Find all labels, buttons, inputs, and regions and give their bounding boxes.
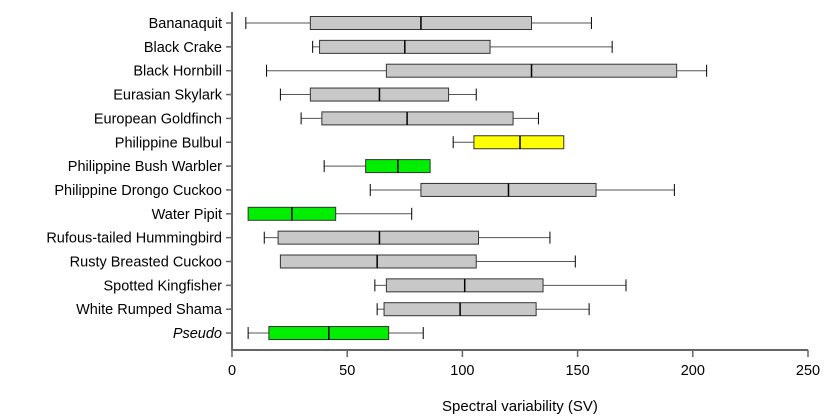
box-pseudo: [247, 326, 424, 341]
box-eurasian-skylark: [279, 87, 477, 102]
box-black-hornbill: [266, 63, 708, 78]
x-tick-label-250: 250: [796, 363, 820, 379]
category-label-black-crake: Black Crake: [144, 40, 222, 56]
x-tick-label-100: 100: [450, 363, 474, 379]
box-bananaquit: [245, 16, 592, 30]
box-white-rumped-shama: [376, 302, 590, 317]
category-label-white-rumped-shama: White Rumped Shama: [76, 302, 223, 318]
x-axis-ticks: 0 50 100 150 200 250: [228, 350, 820, 379]
iqr-box: [473, 135, 565, 150]
axes: [231, 12, 808, 351]
category-label-philippine-bulbul: Philippine Bulbul: [115, 135, 222, 151]
category-label-philippine-bush-warbler: Philippine Bush Warbler: [68, 159, 222, 175]
category-label-spotted-kingfisher: Spotted Kingfisher: [104, 278, 223, 294]
box-philippine-drongo-cuckoo: [369, 182, 675, 197]
category-label-black-hornbill: Black Hornbill: [133, 64, 222, 80]
x-tick-label-150: 150: [565, 363, 589, 379]
category-label-bananaquit: Bananaquit: [149, 16, 222, 32]
box-european-goldfinch: [300, 111, 539, 126]
x-tick-label-0: 0: [228, 363, 236, 379]
x-tick-label-50: 50: [339, 363, 355, 379]
iqr-box: [277, 230, 480, 245]
box-series: [245, 16, 708, 341]
category-label-rusty-breasted-cuckoo: Rusty Breasted Cuckoo: [70, 255, 222, 271]
x-axis-title: Spectral variability (SV): [442, 398, 598, 415]
x-tick-label-200: 200: [681, 363, 705, 379]
box-rufous-tailed-hummingbird: [263, 230, 551, 245]
box-water-pipit: [247, 206, 413, 221]
box-black-crake: [312, 39, 613, 54]
category-label-european-goldfinch: European Goldfinch: [94, 111, 222, 127]
category-label-philippine-drongo-cuckoo: Philippine Drongo Cuckoo: [54, 183, 222, 199]
category-label-rufous-tailed-hummingbird: Rufous-tailed Hummingbird: [46, 231, 222, 247]
category-label-eurasian-skylark: Eurasian Skylark: [113, 88, 223, 104]
iqr-box: [321, 111, 514, 126]
category-label-pseudo: Pseudo: [173, 326, 222, 342]
category-label-water-pipit: Water Pipit: [152, 207, 222, 223]
category-labels: Bananaquit Black Crake Black Hornbill Euras…: [46, 16, 232, 342]
iqr-box: [279, 254, 477, 269]
box-spotted-kingfisher: [374, 278, 627, 293]
box-philippine-bush-warbler: [323, 159, 431, 174]
box-philippine-bulbul: [452, 135, 565, 150]
box-rusty-breasted-cuckoo: [279, 254, 576, 269]
